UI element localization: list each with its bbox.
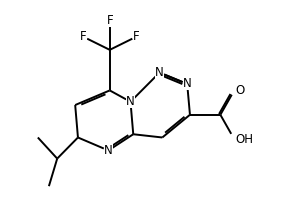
Text: N: N <box>183 77 191 91</box>
Text: O: O <box>235 84 245 97</box>
Text: N: N <box>155 66 164 79</box>
Text: F: F <box>80 30 87 43</box>
Text: F: F <box>133 30 139 43</box>
Text: F: F <box>106 14 113 27</box>
Text: N: N <box>126 95 135 108</box>
Text: OH: OH <box>235 133 254 146</box>
Text: N: N <box>104 144 113 157</box>
